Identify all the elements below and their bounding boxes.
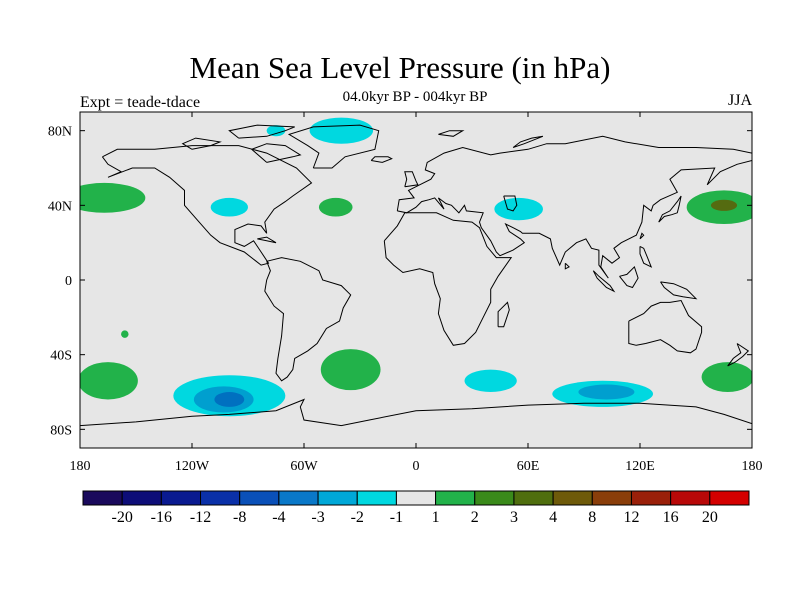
colorbar-swatch xyxy=(474,490,515,506)
lon-tick-label: 60E xyxy=(517,459,540,474)
coastline xyxy=(658,195,682,223)
coastline xyxy=(619,265,639,289)
anomaly-region xyxy=(320,349,381,391)
anomaly-region xyxy=(710,199,738,211)
lon-tick-label: 120E xyxy=(625,459,655,474)
coastline xyxy=(497,301,510,328)
colorbar-swatch xyxy=(239,490,280,506)
colorbar-swatch xyxy=(121,490,162,506)
coastline xyxy=(438,130,465,137)
lat-tick-label: 40S xyxy=(50,349,72,364)
lon-tick-label: 180 xyxy=(70,459,91,474)
lat-tick-label: 0 xyxy=(65,274,72,289)
coastline xyxy=(250,143,302,163)
lon-tick-label: 120W xyxy=(175,459,210,474)
lat-tick-label: 80S xyxy=(50,423,72,438)
experiment-label: Expt = teade-tdace xyxy=(80,94,201,111)
coastline xyxy=(592,270,616,293)
colorbar-swatch xyxy=(591,490,632,506)
coastline xyxy=(396,135,752,279)
lon-tick-label: 180 xyxy=(742,459,763,474)
anomaly-region xyxy=(121,330,129,338)
colorbar-swatch xyxy=(356,490,397,506)
colorbar-label: -16 xyxy=(151,509,172,526)
coastline xyxy=(512,135,544,148)
colorbar-label: -4 xyxy=(272,509,285,526)
anomaly-region xyxy=(701,362,752,392)
coastline xyxy=(181,137,222,150)
anomaly-region xyxy=(464,369,517,392)
lon-tick-label: 60W xyxy=(290,459,318,474)
colorbar-label: -8 xyxy=(233,509,246,526)
colorbar-swatch xyxy=(160,490,202,506)
coastline xyxy=(660,281,698,300)
coastline xyxy=(628,299,703,354)
lat-tick-label: 40N xyxy=(48,199,72,214)
anomaly-region xyxy=(318,197,353,217)
colorbar-label: 16 xyxy=(663,509,679,526)
coastline xyxy=(370,156,393,163)
coastline xyxy=(383,212,513,346)
colorbar-label: 1 xyxy=(432,509,440,526)
coastline xyxy=(228,124,295,139)
colorbar-swatch xyxy=(278,490,319,506)
colorbar-label: 2 xyxy=(471,509,479,526)
colorbar-label: -2 xyxy=(351,509,364,526)
coastline xyxy=(101,145,313,266)
colorbar-swatch xyxy=(200,490,241,506)
colorbar-label: -12 xyxy=(190,509,211,526)
coastlines xyxy=(80,124,752,427)
anomaly-region xyxy=(494,197,543,221)
coastline xyxy=(639,232,645,240)
coastline xyxy=(564,262,570,270)
time-range-subtitle: 04.0kyr BP - 004kyr BP xyxy=(342,89,488,105)
colorbar-label: -1 xyxy=(390,509,403,526)
colorbar-swatch xyxy=(317,490,358,506)
colorbar-swatch xyxy=(435,490,476,506)
colorbar-label: -20 xyxy=(112,509,133,526)
colorbar-swatch xyxy=(670,490,711,506)
coastline xyxy=(503,195,518,212)
colorbar-label: 20 xyxy=(702,509,718,526)
coastline xyxy=(727,343,750,367)
anomaly-region xyxy=(214,392,245,407)
coastline xyxy=(80,398,752,427)
colorbar-label: 8 xyxy=(588,509,596,526)
axis-tick-labels: 180 120W 60W 0 60E 120E 180 80N 40N 0 40S 80S xyxy=(48,125,763,474)
colorbar-swatch xyxy=(82,490,123,506)
lat-tick-label: 80N xyxy=(48,125,72,140)
pressure-anomaly-layer xyxy=(80,117,752,417)
season-label: JJA xyxy=(727,92,752,109)
anomaly-region xyxy=(309,117,374,144)
colorbar-swatch xyxy=(395,490,437,506)
colorbar-swatch xyxy=(709,490,750,506)
anomaly-region xyxy=(266,125,286,137)
colorbar-swatch xyxy=(552,490,593,506)
anomaly-region xyxy=(578,384,635,400)
anomaly-region xyxy=(210,197,248,217)
anomaly-region xyxy=(80,362,138,400)
axis-ticks xyxy=(79,112,753,448)
colorbar-label: 3 xyxy=(510,509,518,526)
colorbar-label: -3 xyxy=(311,509,324,526)
anomaly-region xyxy=(80,182,146,213)
coastline xyxy=(639,245,653,268)
coastline xyxy=(257,236,277,244)
colorbar-label: 12 xyxy=(623,509,639,526)
colorbar-swatch xyxy=(513,490,554,506)
colorbar: -20 -16 -12 -8 -4 -3 -2 -1 1 2 3 4 8 12 16 20 xyxy=(82,490,750,526)
coastline xyxy=(404,171,419,188)
lon-tick-label: 0 xyxy=(413,459,420,474)
colorbar-label: 4 xyxy=(549,509,557,526)
coastline xyxy=(287,124,380,169)
coastline xyxy=(264,257,352,382)
chart-title: Mean Sea Level Pressure (in hPa) xyxy=(189,50,611,85)
colorbar-swatch xyxy=(630,490,672,506)
